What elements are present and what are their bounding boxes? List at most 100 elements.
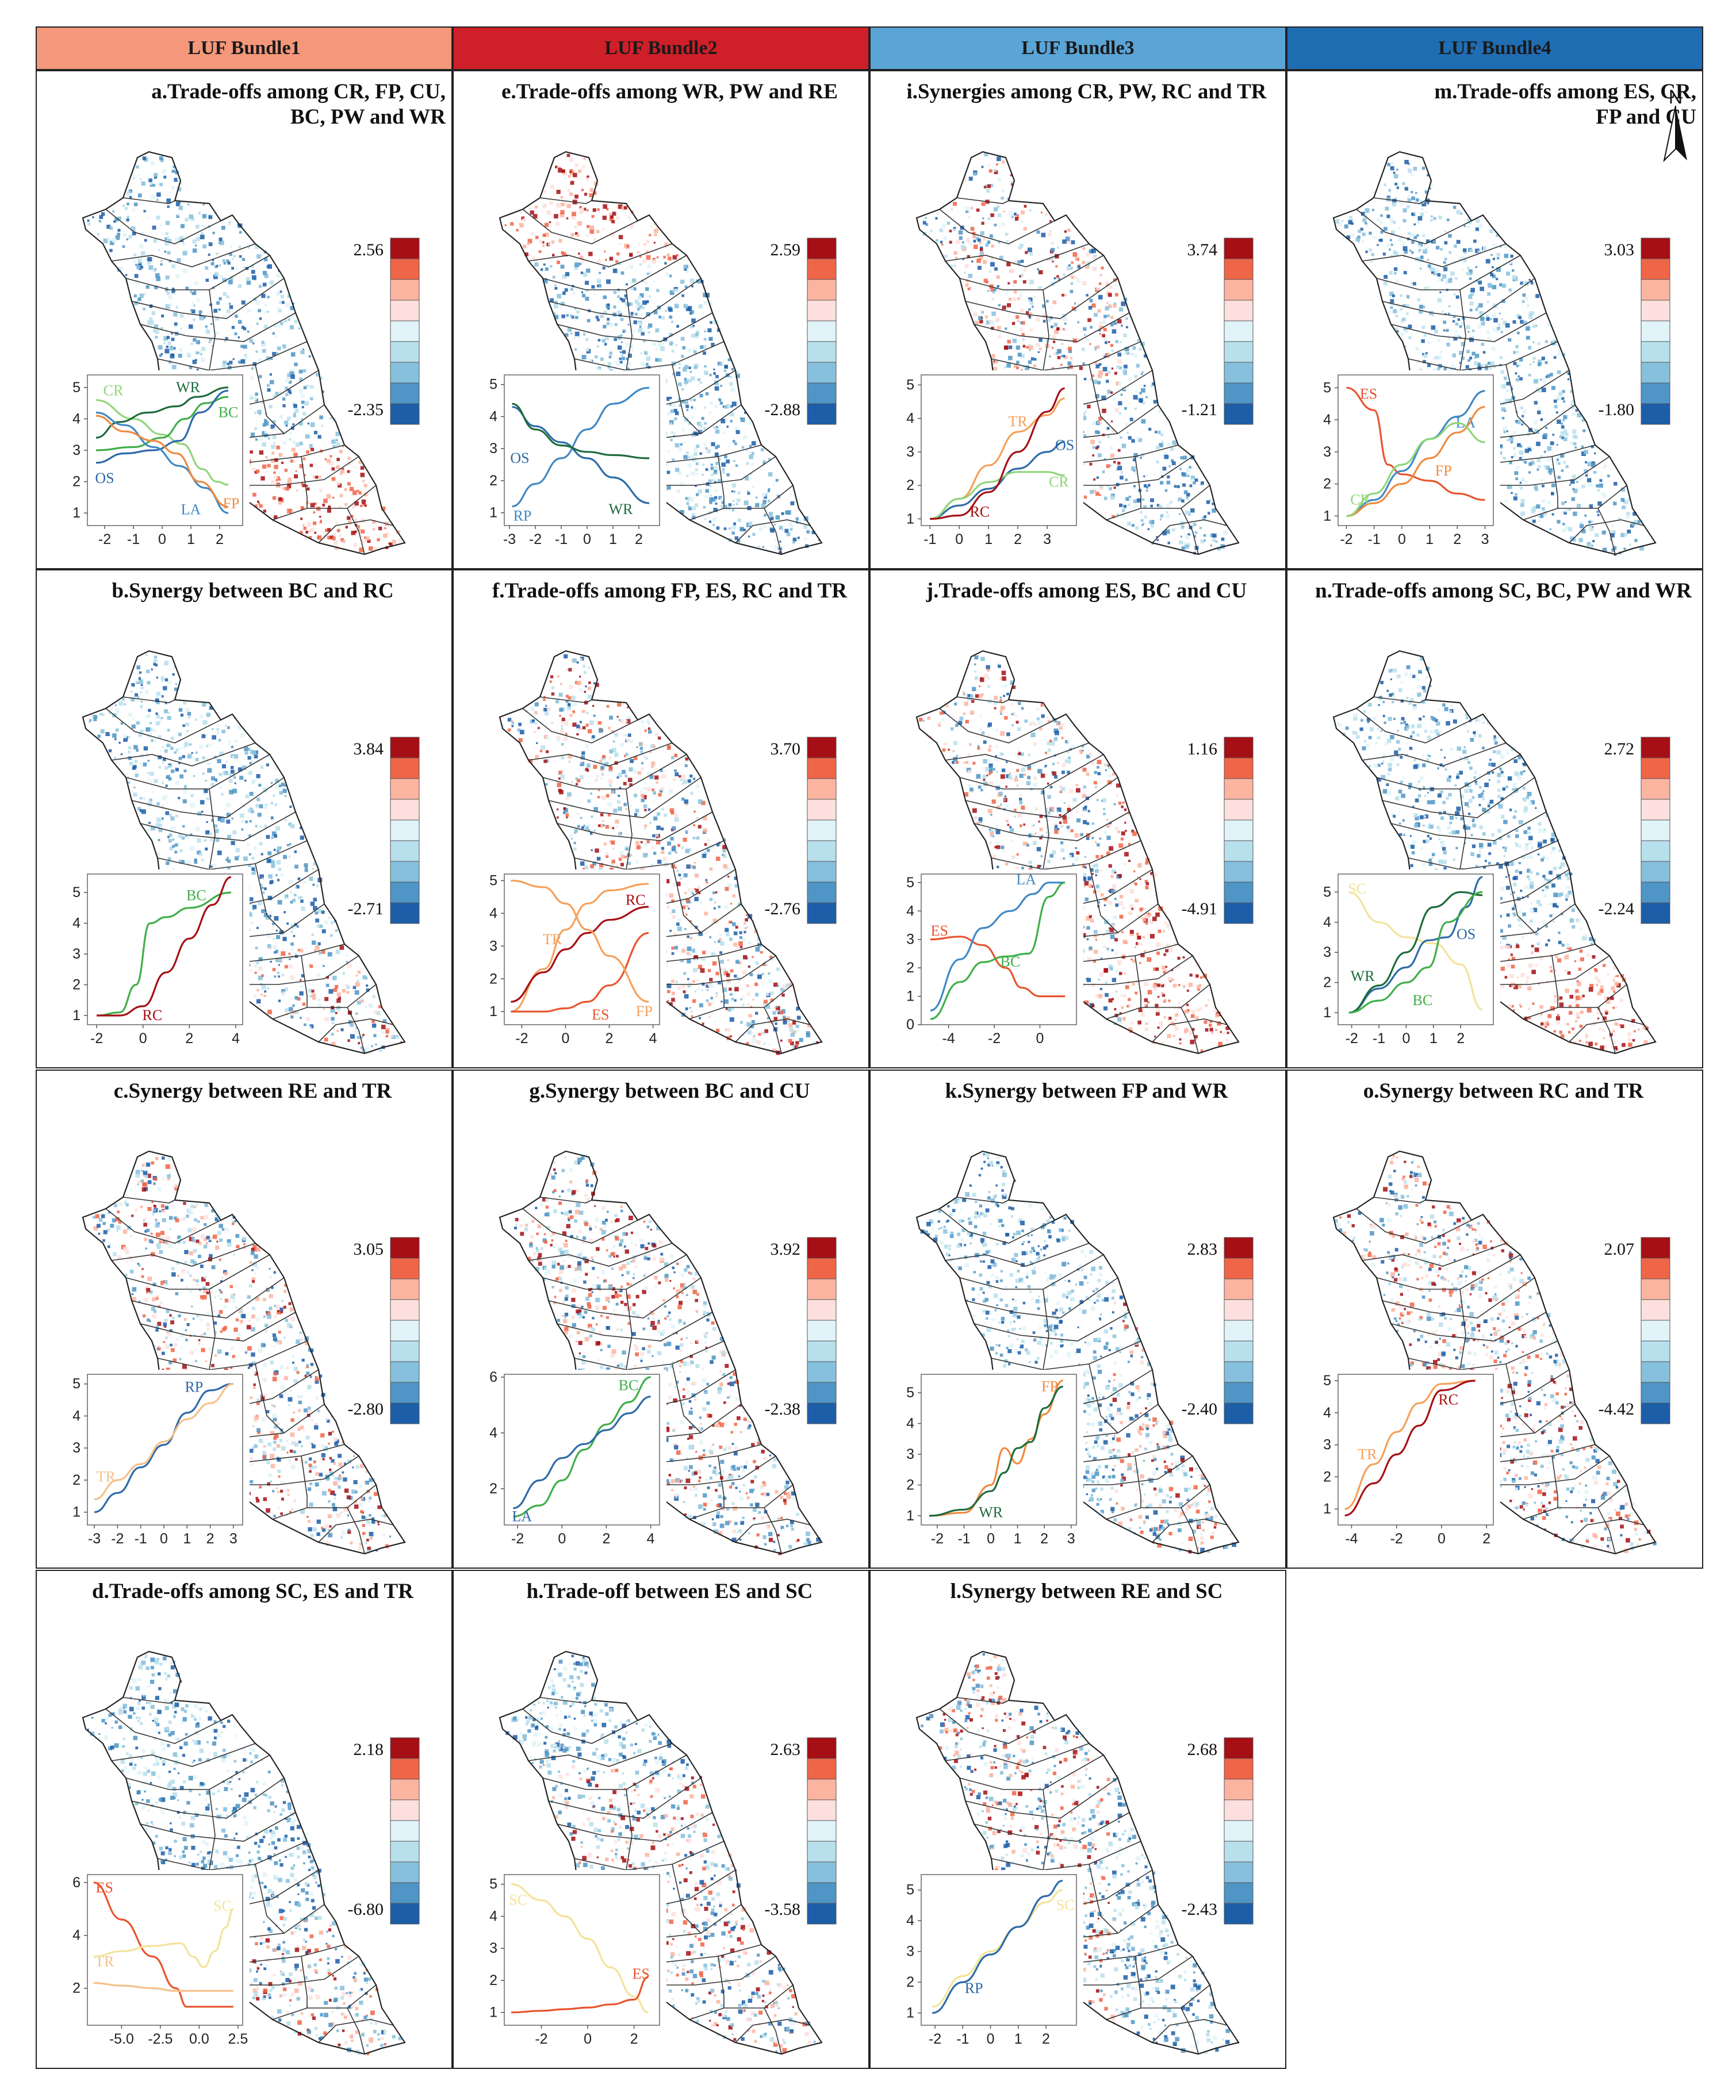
inset-y-tick: 4 [1323, 412, 1331, 428]
map-i [915, 151, 1240, 555]
inset-y-tick: 1 [489, 1003, 497, 1020]
inset-y-tick: 4 [1323, 914, 1331, 930]
inset-x-tick: 0 [955, 531, 963, 547]
inset-x-tick: -2 [1346, 1030, 1358, 1047]
inset-chart: -2 -1 0 1 2 1 2 3 4 5 SC OS WR BC [1305, 869, 1500, 1053]
panel-title: o.Synergy between RC and TR [1363, 1079, 1644, 1103]
inset-x-tick: 2 [1014, 531, 1022, 547]
inset-y-tick: 4 [489, 1908, 497, 1924]
inset-series-label: BC [1001, 953, 1021, 970]
inset-y-tick: 4 [489, 408, 497, 424]
inset-x-tick: 0 [1036, 1030, 1044, 1047]
inset-chart: -2 0 2 4 2 4 6 BC LA [471, 1370, 666, 1554]
inset-chart: -4 -2 0 2 1 2 3 4 5 TR RC [1305, 1370, 1500, 1554]
inset-x-tick: -2 [90, 1030, 103, 1047]
inset-y-tick: 3 [489, 440, 497, 457]
inset-y-tick: 3 [72, 1440, 81, 1456]
inset-y-tick: 2 [1323, 476, 1331, 492]
inset-y-tick: 2 [1323, 1469, 1331, 1485]
map-k [915, 1150, 1240, 1555]
inset-chart: -2 0 2 1 2 3 4 5 SC ES [471, 1870, 666, 2054]
inset-x-tick: -2 [515, 1030, 528, 1047]
inset-chart: -2 0 2 4 1 2 3 4 5 TR RC ES FP [471, 869, 666, 1053]
bundle-header-3: LUF Bundle3 [869, 26, 1286, 70]
inset-series-label: SC [1056, 1896, 1075, 1913]
panel-e: e.Trade-offs among WR, PW and RE 2.59 -2.8… [453, 70, 869, 569]
inset-y-tick: 1 [72, 505, 81, 521]
inset-y-tick: 1 [72, 1504, 81, 1520]
inset-series-line [511, 1976, 649, 2014]
legend-min-value: -4.42 [1598, 1400, 1635, 1419]
panel-title: d.Trade-offs among SC, ES and TR [92, 1580, 413, 1603]
inset-x-tick: 1 [1014, 1531, 1022, 1547]
inset-x-tick: 2 [630, 2031, 638, 2047]
north-arrow-icon: N [1663, 89, 1687, 163]
inset-x-tick: -2.5 [148, 2031, 173, 2047]
inset-x-tick: -1 [957, 1531, 970, 1547]
inset-series-line [513, 1396, 651, 1509]
inset-series-line [95, 389, 229, 464]
inset-x-tick: -2 [511, 1531, 524, 1547]
panel-k: k.Synergy between FP and WR 2.83 -2.40 -2 -1… [869, 1070, 1286, 1569]
inset-y-tick: 3 [1323, 444, 1331, 460]
inset-series-label: SC [509, 1892, 527, 1909]
inset-series-label: ES [96, 1879, 113, 1896]
panel-title: m.Trade-offs among ES, CR, FP and CU [1434, 80, 1696, 129]
inset-x-tick: 4 [647, 1531, 655, 1547]
legend-min-value: -1.21 [1181, 400, 1218, 419]
inset-series-label: SC [1348, 880, 1366, 897]
inset-x-tick: -1 [1373, 1030, 1385, 1047]
inset-x-tick: 0 [1402, 1030, 1410, 1047]
inset-x-tick: -1 [555, 531, 568, 547]
panel-title: n.Trade-offs among SC, BC, PW and WR [1315, 579, 1692, 603]
inset-series-label: BC [619, 1377, 639, 1393]
inset-series-line [1346, 421, 1485, 517]
inset-y-tick: 2 [72, 976, 81, 992]
inset-series-label: TR [1358, 1446, 1377, 1462]
inset-series-label: ES [931, 922, 948, 939]
inset-series-line [930, 440, 1065, 520]
inset-series-label: FP [636, 1003, 653, 1020]
inset-y-tick: 4 [72, 411, 81, 427]
inset-series-label: CR [1049, 473, 1069, 490]
inset-x-tick: -2 [988, 1030, 1001, 1047]
inset-series-line [1346, 386, 1485, 501]
inset-x-tick: 2.5 [228, 2031, 248, 2047]
inset-series-label: WR [609, 501, 634, 518]
inset-x-tick: 2 [185, 1030, 193, 1047]
inset-y-tick: 5 [72, 380, 81, 396]
inset-chart: -2 -1 0 1 2 3 1 2 3 4 5 FP WR [888, 1370, 1083, 1554]
inset-series-line [1344, 1379, 1476, 1516]
inset-x-tick: 0 [160, 1531, 168, 1547]
inset-y-tick: 2 [489, 1481, 497, 1497]
inset-x-tick: -1 [127, 531, 140, 547]
inset-y-tick: 3 [1323, 944, 1331, 960]
panel-title: i.Synergies among CR, PW, RC and TR [906, 80, 1267, 104]
inset-x-tick: 2 [606, 1030, 614, 1047]
inset-y-tick: 2 [906, 477, 914, 493]
inset-series-line [930, 387, 1066, 520]
inset-y-tick: 4 [906, 903, 914, 919]
inset-series-label: RC [142, 1007, 162, 1024]
inset-x-tick: 2 [1042, 2031, 1050, 2047]
inset-y-tick: 2 [489, 971, 497, 987]
inset-series-label: ES [592, 1006, 609, 1023]
inset-y-tick: 2 [1323, 975, 1331, 991]
inset-y-tick: 5 [72, 1376, 81, 1392]
inset-x-tick: -2 [931, 1531, 944, 1547]
panel-title: e.Trade-offs among WR, PW and RE [501, 80, 838, 104]
inset-series-line [512, 386, 650, 508]
inset-y-tick: 1 [1323, 1005, 1331, 1021]
inset-series-label: RC [626, 892, 646, 909]
inset-series-line [930, 882, 1066, 1011]
inset-x-tick: 2 [1482, 1531, 1490, 1547]
panel-n: n.Trade-offs among SC, BC, PW and WR 2.72… [1286, 569, 1703, 1068]
inset-series-line [511, 879, 649, 1003]
panel-j: j.Trade-offs among ES, BC and CU 1.16 -4.9… [869, 569, 1286, 1068]
legend-max-value: 3.74 [1187, 240, 1218, 259]
panel-title: k.Synergy between FP and WR [945, 1079, 1228, 1103]
legend-max-value: 2.63 [770, 1740, 801, 1759]
inset-x-tick: 2 [206, 1531, 214, 1547]
inset-series-label: WR [1351, 968, 1375, 984]
inset-series-line [94, 1383, 234, 1500]
